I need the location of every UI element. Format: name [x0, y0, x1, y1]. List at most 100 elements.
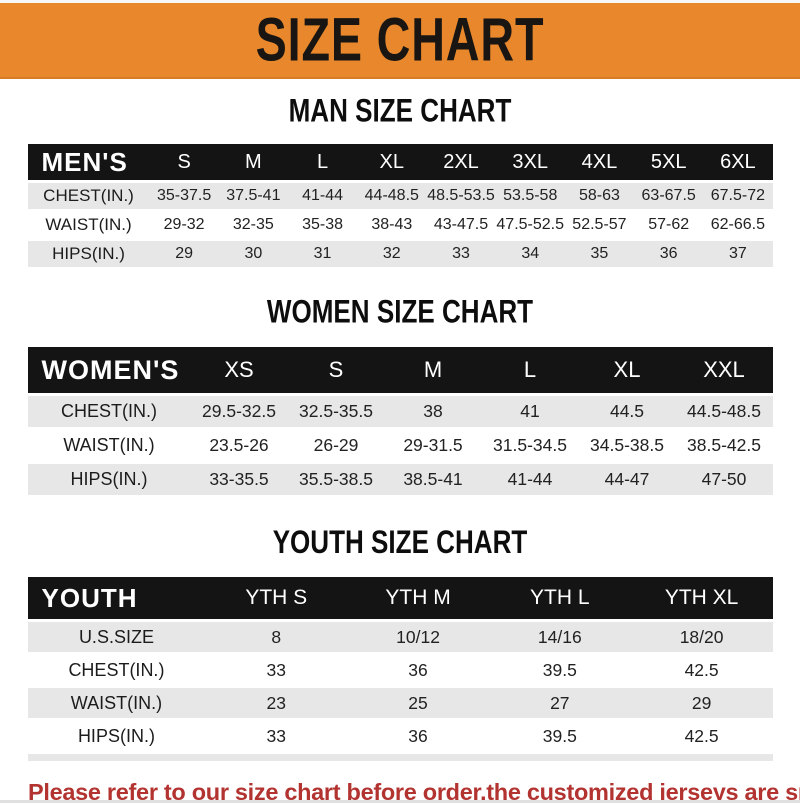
- size-value-cell: 43-47.5: [433, 216, 489, 233]
- table-row: WAIST(IN.) 29-32 32-35 35-38 38-43 43-47.5 47.…: [27, 212, 773, 238]
- size-value-cell: 44.5-48.5: [687, 401, 761, 421]
- size-value-cell: 18/20: [679, 626, 724, 647]
- row-label: U.S.SIZE: [78, 626, 154, 647]
- size-column-header: YTH L: [530, 586, 590, 609]
- table-row: HIPS(IN.) 29 30 31 32 33 34 35 36 37: [27, 241, 773, 267]
- size-value-cell: 36: [408, 725, 428, 746]
- size-value-cell: 35: [590, 245, 609, 262]
- size-value-cell: 52.5-57: [572, 216, 627, 233]
- row-label: CHEST(IN.): [61, 401, 157, 421]
- row-label: HIPS(IN.): [52, 244, 125, 263]
- size-value-cell: 32.5-35.5: [299, 401, 373, 421]
- row-label: WAIST(IN.): [45, 215, 132, 234]
- size-column-header: L: [317, 150, 329, 173]
- youth-size-section: YOUTH SIZE CHART YOUTH YTH S YTH M YTH L YTH…: [0, 498, 800, 761]
- size-value-cell: 47-50: [701, 469, 747, 489]
- women-size-section: WOMEN SIZE CHART WOMEN'S XS S M L XL XXL CHEST(…: [0, 270, 800, 498]
- size-value-cell: 33: [452, 245, 470, 262]
- table-header-label: WOMEN'S: [41, 354, 180, 385]
- size-column-header: YTH XL: [664, 586, 739, 609]
- size-value-cell: 31: [313, 245, 332, 262]
- row-label: WAIST(IN.): [63, 435, 155, 455]
- table-row: CHEST(IN.) 35-37.5 37.5-41 41-44 44-48.5 48.5…: [27, 183, 773, 209]
- row-label: CHEST(IN.): [68, 659, 165, 680]
- size-value-cell: 29-32: [163, 216, 205, 233]
- size-value-cell: 39.5: [542, 659, 577, 680]
- size-value-cell: 38-43: [371, 216, 413, 233]
- size-value-cell: 23: [266, 692, 286, 713]
- youth-size-table: YOUTH YTH S YTH M YTH L YTH XL U.S.SIZE 8 10/12…: [27, 574, 773, 754]
- size-value-cell: 14/16: [537, 626, 582, 647]
- size-value-cell: 37: [728, 245, 747, 262]
- size-value-cell: 35.5-38.5: [299, 469, 373, 489]
- notice-line-1: Please refer to our size chart before or…: [28, 779, 800, 803]
- size-value-cell: 58-63: [578, 187, 620, 204]
- size-value-cell: 10/12: [396, 626, 440, 647]
- size-value-cell: 33: [266, 659, 286, 680]
- size-column-header: L: [523, 357, 537, 382]
- order-notice: Please refer to our size chart before or…: [0, 777, 800, 803]
- size-column-header: 5XL: [650, 150, 687, 173]
- size-value-cell: 29: [691, 692, 712, 713]
- table-row: CHEST(IN.) 29.5-32.5 32.5-35.5 38 41 44.5 44.5…: [27, 396, 773, 427]
- man-size-table: MEN'S S M L XL 2XL 3XL 4XL 5XL 6XL CHEST(IN.) 35-37…: [27, 141, 773, 270]
- size-value-cell: 42.5: [684, 659, 719, 680]
- size-column-header: XXL: [703, 357, 745, 382]
- size-value-cell: 47.5-52.5: [496, 216, 565, 233]
- size-value-cell: 23.5-26: [209, 435, 269, 455]
- banner: SIZE CHART: [0, 0, 800, 79]
- size-value-cell: 29: [175, 245, 194, 262]
- size-column-header: YTH S: [245, 586, 308, 609]
- size-value-cell: 42.5: [684, 725, 719, 746]
- table-header-label: MEN'S: [41, 146, 128, 177]
- size-value-cell: 63-67.5: [641, 187, 696, 204]
- women-section-title: WOMEN SIZE CHART: [266, 293, 534, 331]
- size-value-cell: 35-37.5: [156, 187, 212, 204]
- size-value-cell: 57-62: [648, 216, 690, 233]
- size-value-cell: 62-66.5: [710, 216, 766, 233]
- size-value-cell: 67.5-72: [710, 187, 766, 204]
- row-label: HIPS(IN.): [70, 469, 148, 489]
- size-value-cell: 38.5-41: [403, 469, 463, 489]
- man-size-section: MAN SIZE CHART MEN'S S M L XL 2XL 3XL 4XL 5XL 6XL…: [0, 79, 800, 270]
- size-column-header: XL: [613, 357, 641, 382]
- row-label: WAIST(IN.): [70, 692, 163, 713]
- size-column-header: 3XL: [512, 150, 549, 173]
- man-section-title: MAN SIZE CHART: [288, 92, 512, 129]
- size-value-cell: 31.5-34.5: [493, 435, 567, 455]
- size-value-cell: 25: [408, 692, 428, 713]
- table-bottom-strip: [27, 754, 773, 761]
- size-column-header: XS: [224, 357, 254, 382]
- size-value-cell: 29.5-32.5: [202, 401, 276, 421]
- size-value-cell: 32-35: [232, 216, 274, 233]
- size-column-header: M: [245, 150, 262, 173]
- table-row: WAIST(IN.) 23 25 27 29: [27, 688, 773, 718]
- size-column-header: 6XL: [720, 150, 756, 173]
- size-value-cell: 41: [520, 401, 540, 421]
- table-row: U.S.SIZE 8 10/12 14/16 18/20: [27, 622, 773, 652]
- size-value-cell: 30: [244, 245, 263, 262]
- size-value-cell: 44-47: [604, 469, 650, 489]
- size-value-cell: 36: [659, 245, 678, 262]
- page-title: SIZE CHART: [255, 5, 545, 75]
- size-value-cell: 33-35.5: [209, 469, 269, 489]
- size-value-cell: 26-29: [313, 435, 359, 455]
- size-column-header: 4XL: [581, 150, 618, 173]
- size-column-header: 2XL: [443, 150, 479, 173]
- size-value-cell: 29-31.5: [403, 435, 463, 455]
- row-label: CHEST(IN.): [43, 186, 134, 205]
- table-header-row: WOMEN'S XS S M L XL XXL: [27, 347, 773, 393]
- size-value-cell: 34: [521, 245, 540, 262]
- size-column-header: YTH M: [385, 586, 451, 609]
- table-row: CHEST(IN.) 33 36 39.5 42.5: [27, 655, 773, 685]
- size-value-cell: 34.5-38.5: [590, 435, 664, 455]
- table-header-row: YOUTH YTH S YTH M YTH L YTH XL: [27, 577, 773, 619]
- size-column-header: M: [423, 357, 443, 382]
- size-value-cell: 38.5-42.5: [687, 435, 761, 455]
- size-value-cell: 37.5-41: [226, 187, 281, 204]
- size-value-cell: 35-38: [302, 216, 344, 233]
- table-header-row: MEN'S S M L XL 2XL 3XL 4XL 5XL 6XL: [27, 144, 773, 180]
- women-size-table: WOMEN'S XS S M L XL XXL CHEST(IN.) 29.5-32.5 32.5…: [27, 344, 773, 498]
- size-value-cell: 53.5-58: [503, 187, 558, 204]
